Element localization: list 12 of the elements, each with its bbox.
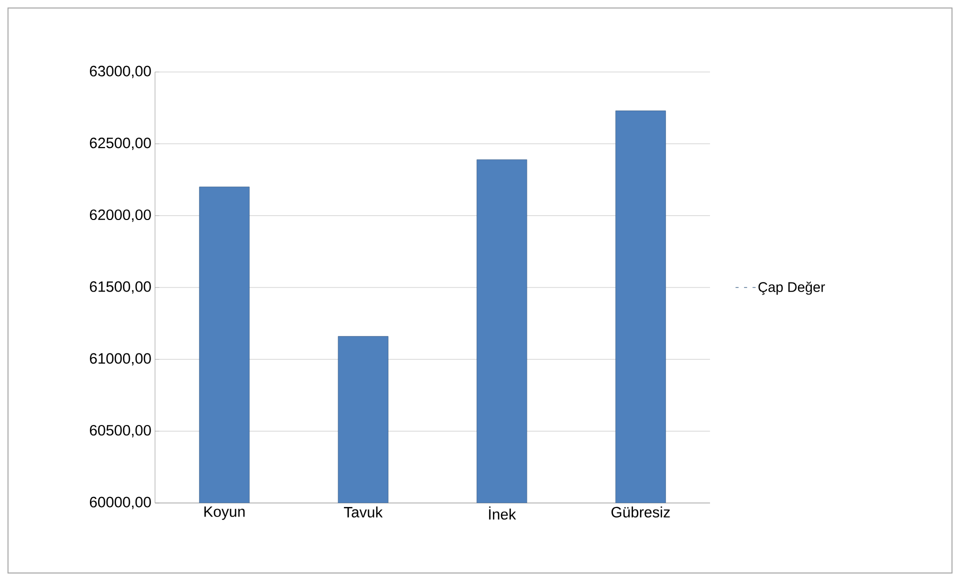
- legend-label: Çap Değer: [758, 282, 825, 295]
- x-tick-label: Tavuk: [344, 506, 383, 518]
- y-tick-label: 60000,00: [90, 496, 151, 510]
- y-tick-label: 62000,00: [90, 209, 151, 222]
- y-tick-label: 61500,00: [90, 281, 151, 294]
- y-tick-label: 63000,00: [90, 66, 151, 78]
- y-tick-label: 61000,00: [90, 353, 151, 366]
- x-tick-label: Gübresiz: [611, 506, 670, 518]
- x-tick-label: Koyun: [204, 506, 245, 520]
- y-tick-label: 62500,00: [90, 138, 151, 150]
- y-tick-label: 60500,00: [90, 424, 151, 438]
- x-tick-label: İnek: [489, 506, 516, 520]
